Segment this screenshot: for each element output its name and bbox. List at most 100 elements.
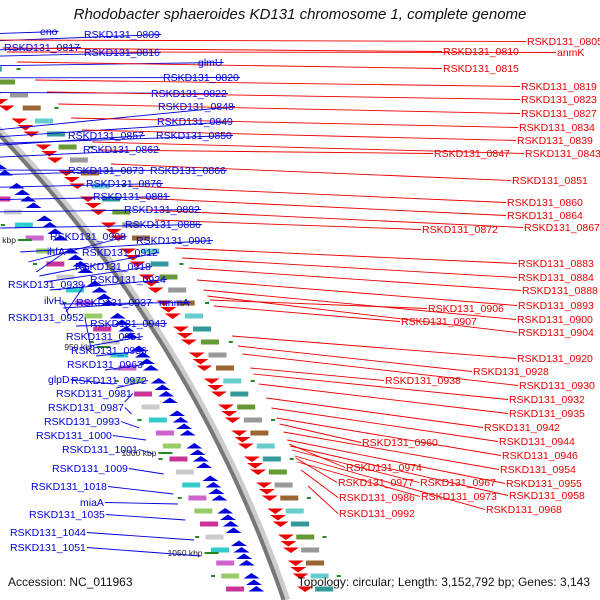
label-line-left <box>49 279 167 291</box>
gene-label-right: RSKD131_0810 <box>443 46 519 58</box>
gene-label-right: RSKD131_0893 <box>518 300 594 312</box>
label-line-right <box>279 423 362 443</box>
accession-text: Accession: NC_011963 <box>8 575 133 589</box>
gene-label-left: RSKD131_0993 <box>44 416 120 428</box>
gene-arrow-right <box>280 541 297 547</box>
gene-arrow-right <box>243 456 260 462</box>
gene-label-left: RSKD131_0822 <box>151 88 227 100</box>
label-line-right <box>188 267 522 291</box>
label-line-right <box>307 485 339 514</box>
gene-label-right: RSKD131_0851 <box>512 175 588 187</box>
gene-arrow-left <box>248 586 265 592</box>
gene-label-right: RSKD131_0932 <box>509 394 585 406</box>
label-line-left <box>0 34 161 42</box>
gene-label-left: mnmA <box>159 297 189 309</box>
gene-arrow-left <box>172 417 189 423</box>
gene-label-right: RSKD131_0883 <box>518 258 594 270</box>
gene-label-left: RSKD131_1000 <box>36 430 112 442</box>
gene-arrow-right <box>250 469 267 475</box>
label-line-left <box>0 209 201 213</box>
gene-label-left: RSKD131_0972 <box>71 375 147 387</box>
gene-arrow-right <box>247 463 264 469</box>
label-line-right <box>111 163 512 181</box>
right-labels: RSKD131_0805 RSKD131_0810 anmK RSKD131_0815… <box>338 36 600 520</box>
feature-block-left <box>175 469 194 475</box>
gene-arrow-right <box>277 534 294 540</box>
gene-arrow-left <box>222 521 239 527</box>
feature-block-left <box>188 495 207 501</box>
gene-arrow-left <box>169 410 186 416</box>
gene-arrow-right <box>180 339 197 345</box>
gene-arrow-right <box>207 385 224 391</box>
gene-arrow-right <box>63 177 80 183</box>
tick-mark-left <box>0 224 5 226</box>
gene-arrow-left <box>86 280 103 286</box>
tick-mark-left <box>158 458 163 460</box>
label-line-right <box>6 51 557 53</box>
tick-mark-left <box>177 497 182 499</box>
gene-label-left: RSKD131_0882 <box>124 204 200 216</box>
gene-label-right: RSKD131_0819 <box>521 81 597 93</box>
gene-arrow-left <box>189 449 206 455</box>
gene-label-right: RSKD131_0843 <box>525 148 600 160</box>
feature-block-left <box>110 352 129 358</box>
gene-label-right: RSKD131_0867 <box>524 222 600 234</box>
label-line-right <box>138 197 507 216</box>
label-line-left <box>96 350 148 357</box>
feature-block-right <box>243 417 262 423</box>
gene-arrow-right <box>176 333 193 339</box>
tick-mark-right <box>54 107 59 109</box>
gene-label-right: RSKD131_0884 <box>518 272 594 284</box>
gene-arrow-left <box>219 514 236 520</box>
label-line-left <box>104 502 179 505</box>
gene-arrow-left <box>233 547 250 553</box>
label-line-left <box>0 169 227 171</box>
gene-arrow-left <box>208 488 225 494</box>
gene-arrow-left <box>176 423 193 429</box>
label-line-left <box>120 421 140 429</box>
label-line-right <box>46 91 521 100</box>
label-line-right <box>196 279 518 306</box>
tick-mark-right <box>228 341 233 343</box>
label-line-left <box>105 364 144 371</box>
tick-mark-left <box>114 380 119 382</box>
gene-arrow-right <box>196 365 213 371</box>
tick-mark-right <box>289 458 294 460</box>
gene-label-right: RSKD131_0935 <box>509 408 585 420</box>
gene-label-right: RSKD131_0938 <box>385 375 461 387</box>
gene-arrow-right <box>258 489 275 495</box>
gene-arrow-left <box>113 319 130 325</box>
feature-block-right <box>305 560 324 566</box>
label-line-left <box>0 92 228 94</box>
gene-arrow-right <box>188 352 205 358</box>
label-line-left <box>128 468 164 475</box>
label-line-left <box>20 240 213 253</box>
gene-label-left: RSKD131_0943 <box>90 318 166 330</box>
gene-arrow-left <box>161 397 178 403</box>
label-line-left <box>84 317 92 349</box>
gene-label-left: RSKD131_0918 <box>75 261 151 273</box>
label-line-right <box>92 141 525 154</box>
gene-label-right: RSKD131_0815 <box>443 63 519 75</box>
backbone-shadow <box>0 126 291 600</box>
gene-arrow-right <box>217 404 234 410</box>
scale-tick-label: 1050 kbp <box>168 548 203 558</box>
gene-label-right: RSKD131_0834 <box>519 122 595 134</box>
label-line-left <box>70 379 114 385</box>
tick-mark-left <box>89 341 94 343</box>
feature-block-left <box>182 482 201 488</box>
label-line-right <box>271 407 499 442</box>
gene-label-right: RSKD131_0986 <box>339 492 415 504</box>
gene-arrow-left <box>179 430 196 436</box>
tick-mark-left <box>62 302 67 304</box>
gene-arrow-left <box>118 326 135 332</box>
left-labels: eno RSKD131_0809 RSKD131_0817 RSKD131_0816g… <box>4 26 239 554</box>
tick-mark-left <box>211 575 216 577</box>
gene-arrow-right <box>234 437 251 443</box>
gene-label-right: RSKD131_0839 <box>517 135 593 147</box>
feature-block-left <box>75 300 94 306</box>
feature-block-left <box>14 222 33 228</box>
feature-block-right <box>34 118 53 124</box>
feature-block-right <box>315 586 334 592</box>
gene-arrow-left <box>96 293 113 299</box>
